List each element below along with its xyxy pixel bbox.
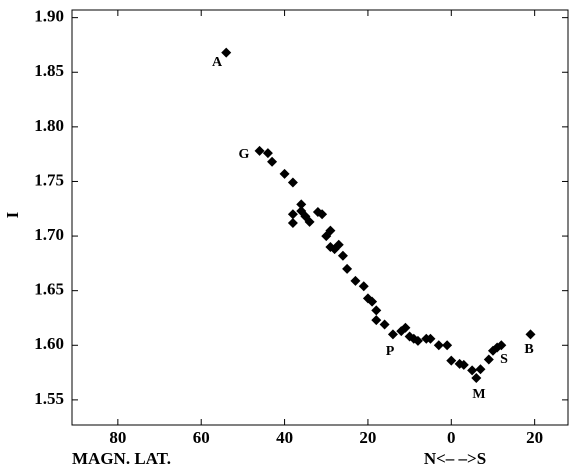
x-axis-label: MAGN. LAT.	[72, 449, 171, 468]
data-point	[475, 364, 486, 375]
y-tick-label: 1.85	[34, 61, 64, 80]
data-point	[304, 216, 315, 227]
data-point	[458, 359, 469, 370]
data-point	[279, 168, 290, 179]
x-tick-label: 60	[193, 428, 210, 447]
y-tick-label: 1.65	[34, 280, 64, 299]
data-point	[467, 365, 478, 376]
data-point	[446, 355, 457, 366]
data-point	[387, 329, 398, 340]
data-point	[254, 145, 265, 156]
y-tick-label: 1.90	[34, 7, 64, 26]
x-tick-label: 20	[359, 428, 376, 447]
data-point	[350, 275, 361, 286]
data-point	[496, 340, 507, 351]
y-axis-label: I	[3, 211, 22, 218]
data-point	[379, 319, 390, 330]
data-point	[317, 209, 328, 220]
data-point	[287, 209, 298, 220]
x-tick-label: 40	[276, 428, 293, 447]
point-annotation: M	[472, 387, 485, 402]
data-point	[333, 239, 344, 250]
y-tick-label: 1.70	[34, 225, 64, 244]
data-point	[287, 217, 298, 228]
data-point	[337, 250, 348, 261]
data-point	[367, 296, 378, 307]
y-tick-label: 1.55	[34, 389, 64, 408]
data-point	[371, 315, 382, 326]
y-tick-label: 1.75	[34, 170, 64, 189]
x-tick-label: 0	[447, 428, 456, 447]
point-annotation: B	[524, 342, 533, 357]
x-tick-label: 20	[526, 428, 543, 447]
data-point	[287, 177, 298, 188]
data-point	[425, 333, 436, 344]
x-tick-label: 80	[109, 428, 126, 447]
data-point	[325, 225, 336, 236]
data-point	[433, 340, 444, 351]
point-annotation: S	[500, 352, 508, 367]
data-point	[267, 156, 278, 167]
y-tick-label: 1.60	[34, 334, 64, 353]
data-point	[442, 340, 453, 351]
data-point	[296, 199, 307, 210]
plot-frame	[71, 9, 569, 426]
data-point	[342, 263, 353, 274]
x-direction-label: N<– –>S	[424, 449, 486, 468]
data-point	[358, 281, 369, 292]
data-point	[400, 322, 411, 333]
data-point	[371, 305, 382, 316]
data-point	[471, 373, 482, 384]
data-point	[412, 335, 423, 346]
y-tick-label: 1.80	[34, 116, 64, 135]
point-annotation: G	[239, 147, 250, 162]
data-point	[262, 148, 273, 159]
point-annotation: P	[386, 344, 395, 359]
point-annotation: A	[212, 55, 223, 70]
data-point	[483, 354, 494, 365]
data-point	[221, 47, 232, 58]
data-point	[525, 329, 536, 340]
